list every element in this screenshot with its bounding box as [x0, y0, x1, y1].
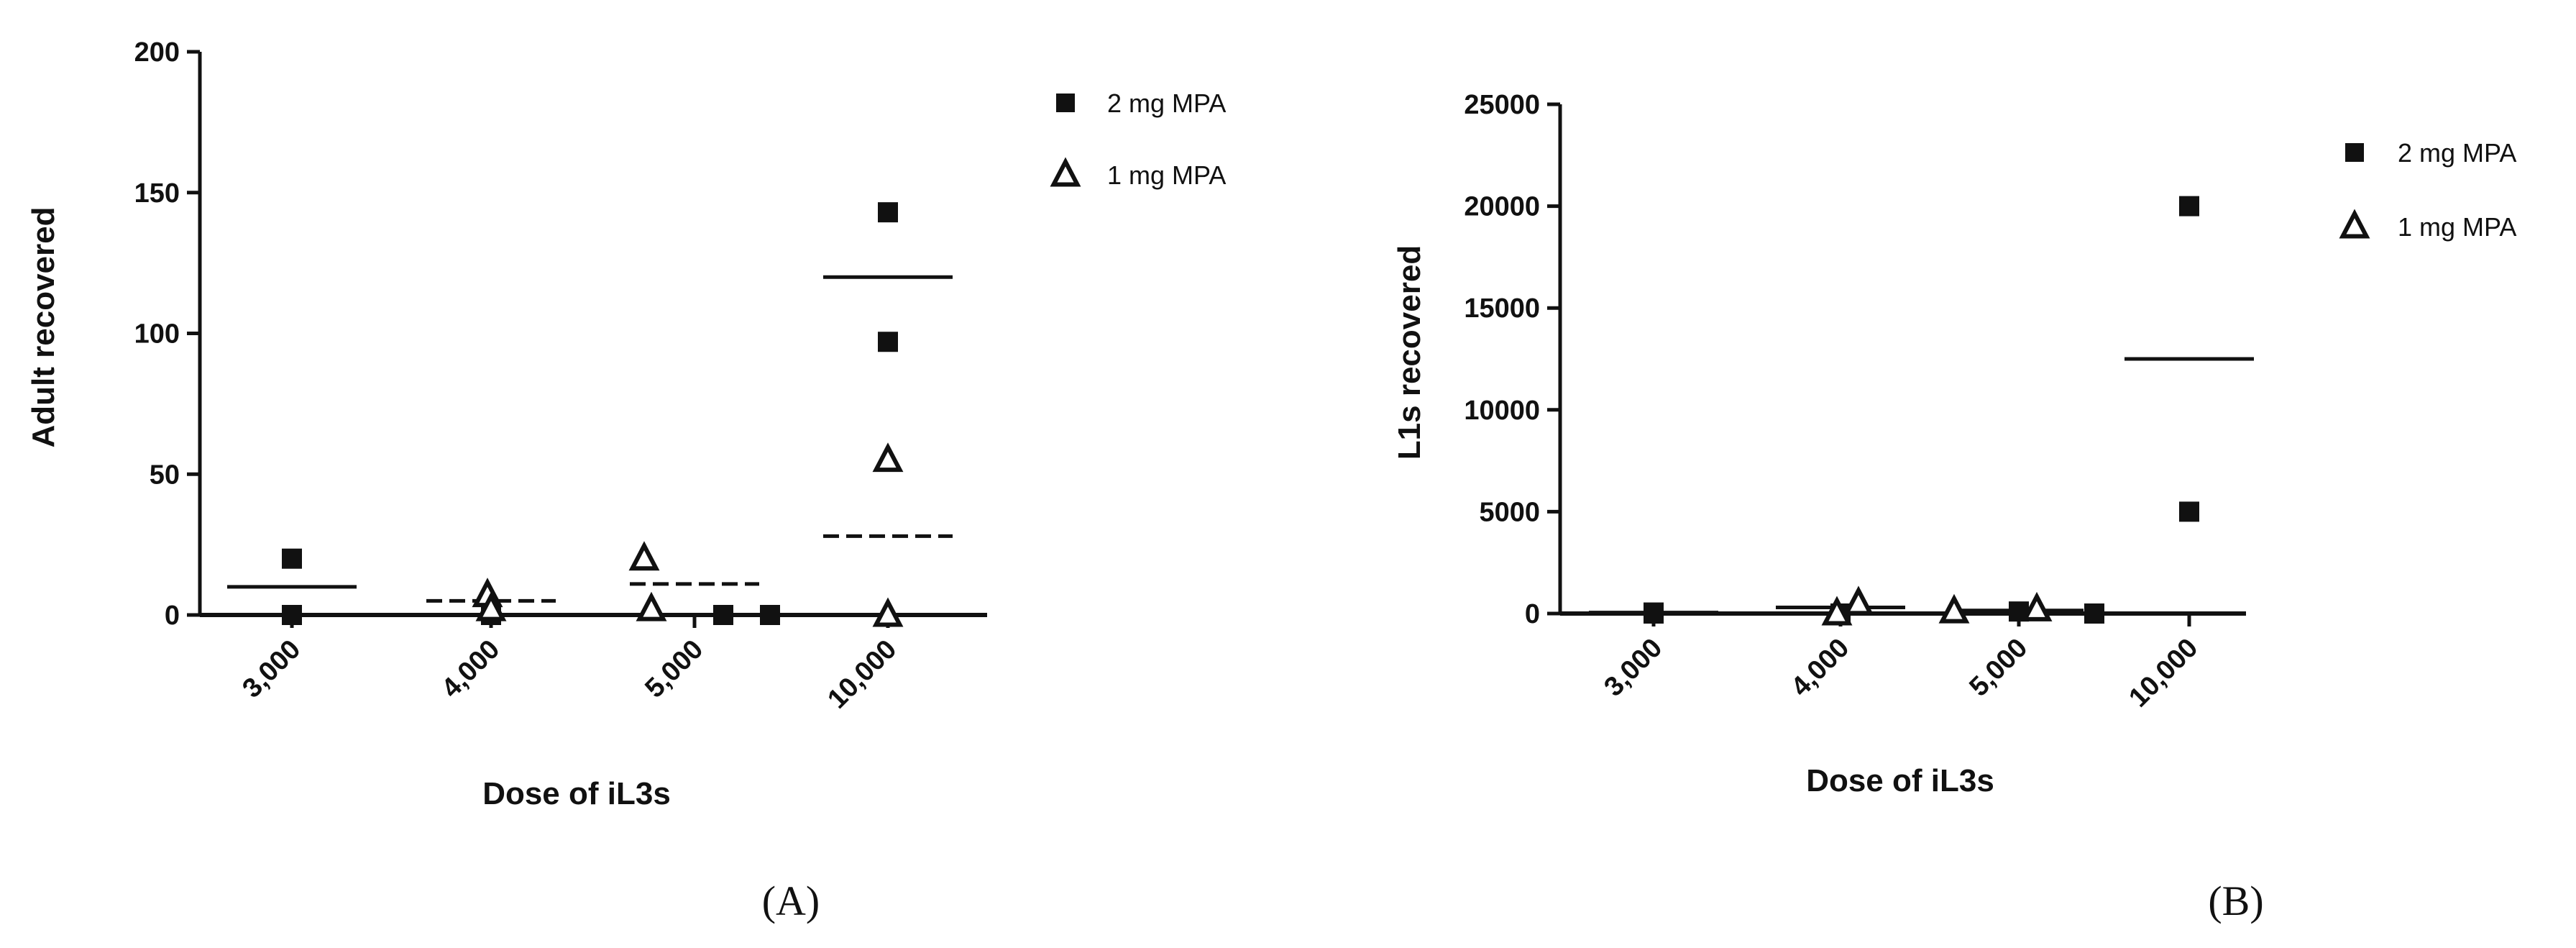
data-point-triangle — [1821, 596, 1853, 626]
y-tick-label: 100 — [134, 319, 180, 350]
data-point-triangle — [2021, 591, 2053, 621]
data-point-square — [878, 332, 898, 352]
y-tick-label: 150 — [134, 178, 180, 209]
y-tick-label: 200 — [134, 37, 180, 68]
x-tick-label: 5,000 — [639, 634, 709, 704]
y-tick-label: 0 — [1525, 599, 1540, 629]
x-axis-title: Dose of iL3s — [1806, 763, 1994, 798]
y-axis-title: Adult recovered — [26, 207, 61, 448]
x-tick-label: 10,000 — [822, 634, 902, 715]
data-point-triangle — [636, 591, 667, 621]
y-tick-label: 0 — [165, 601, 180, 631]
data-point-triangle — [475, 591, 507, 621]
x-tick-label: 3,000 — [237, 634, 306, 704]
data-point-square — [282, 605, 302, 625]
x-tick-label: 10,000 — [2123, 633, 2204, 714]
data-point-square — [878, 202, 898, 223]
data-point-triangle — [1938, 593, 1970, 624]
chart-panel-b: 0 5000 10000 15000 20000 25000 3,000 4,000 5,000… — [1392, 90, 2516, 924]
data-point-triangle — [872, 597, 904, 627]
x-tick-label: 4,000 — [436, 634, 505, 704]
data-point-square — [760, 605, 780, 625]
data-point-square — [1644, 603, 1664, 624]
panel-caption: (A) — [762, 878, 820, 924]
data-point-triangle — [1843, 585, 1874, 616]
legend-label: 1 mg MPA — [2398, 212, 2516, 242]
x-tick-label: 5,000 — [1963, 633, 2033, 703]
legend-label: 2 mg MPA — [2398, 138, 2516, 168]
legend-marker-triangle — [2339, 209, 2370, 239]
x-tick-label: 4,000 — [1785, 633, 1855, 703]
data-point-triangle — [628, 541, 660, 571]
y-tick-label: 20000 — [1464, 192, 1540, 222]
data-point-square — [2179, 196, 2199, 217]
x-tick-label: 3,000 — [1598, 633, 1668, 703]
legend-marker-triangle — [1050, 157, 1081, 187]
data-point-square — [713, 605, 733, 625]
y-tick-label: 50 — [150, 460, 180, 490]
y-tick-label: 15000 — [1464, 293, 1540, 324]
y-tick-label: 10000 — [1464, 396, 1540, 426]
x-axis-title: Dose of iL3s — [482, 776, 671, 811]
chart-panel-a: 0 50 100 150 200 3,000 4,000 5,000 10,000 Adult r… — [26, 37, 1226, 924]
y-tick-label: 25000 — [1464, 90, 1540, 120]
data-point-square — [2084, 603, 2104, 624]
y-tick-label: 5000 — [1479, 497, 1540, 527]
data-point-triangle — [872, 442, 904, 473]
data-point-square — [2179, 501, 2199, 522]
y-axis-title: L1s recovered — [1392, 245, 1427, 460]
legend-label: 1 mg MPA — [1107, 160, 1226, 190]
data-point-square — [282, 548, 302, 569]
legend-marker-square — [1056, 94, 1075, 112]
legend-label: 2 mg MPA — [1107, 88, 1226, 118]
legend-marker-square — [2345, 143, 2364, 162]
panel-caption: (B) — [2208, 878, 2263, 924]
